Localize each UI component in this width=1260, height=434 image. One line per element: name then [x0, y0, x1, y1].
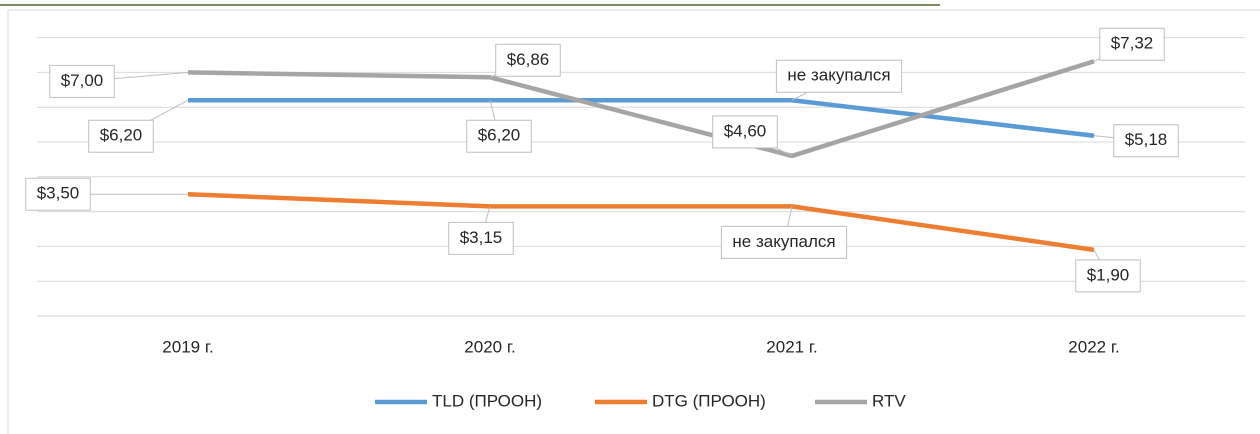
series-line [188, 97, 1095, 138]
data-label: $3,15 [448, 221, 514, 255]
data-label: $6,20 [466, 119, 532, 153]
data-label: $5,18 [1113, 124, 1179, 158]
label-box [495, 43, 561, 77]
data-label-text: $6,86 [507, 50, 550, 69]
data-label-text: $6,20 [100, 126, 143, 145]
data-label: $6,20 [88, 119, 154, 153]
data-label: $4,60 [712, 115, 778, 149]
legend-label: DTG (ПРООН) [652, 391, 766, 410]
data-label: $3,50 [25, 177, 91, 211]
data-label: $7,00 [49, 64, 115, 98]
data-label-text: не закупался [732, 232, 835, 251]
data-label-text: $3,15 [460, 228, 503, 247]
data-labels: $6,20 $6,20 не закупался $5,18 $3,50 $3,15 не … [25, 27, 1179, 293]
legend-label: RTV [872, 391, 906, 410]
x-tick-label: 2021 г. [766, 337, 817, 356]
data-label: не закупался [775, 59, 903, 93]
label-box [775, 59, 903, 93]
label-box [25, 177, 91, 211]
label-box [712, 115, 778, 149]
data-label-text: $1,90 [1087, 265, 1130, 284]
label-box [720, 225, 848, 259]
data-label-text: $5,18 [1125, 130, 1168, 149]
chart-frame [7, 9, 1260, 434]
label-box [1113, 124, 1179, 158]
x-tick-label: 2020 г. [464, 337, 515, 356]
x-tick-label: 2019 г. [162, 337, 213, 356]
data-label: не закупался [720, 225, 848, 259]
label-box [448, 221, 514, 255]
data-label-text: $6,20 [478, 126, 521, 145]
label-box [1099, 27, 1165, 61]
data-label-text: $7,00 [61, 71, 104, 90]
data-label: $7,32 [1099, 27, 1165, 61]
legend-label: TLD (ПРООН) [432, 391, 542, 410]
label-box [466, 119, 532, 153]
series-line [187, 191, 1095, 253]
label-box [88, 119, 154, 153]
data-label-text: $4,60 [724, 121, 767, 140]
data-label: $1,90 [1075, 259, 1141, 293]
series-line [187, 59, 1095, 159]
data-label-text: не закупался [787, 66, 890, 85]
data-label: $6,86 [495, 43, 561, 77]
x-tick-label: 2022 г. [1068, 337, 1119, 356]
label-box [1075, 259, 1141, 293]
data-label-text: $7,32 [1111, 34, 1154, 53]
label-box [49, 64, 115, 98]
data-label-text: $3,50 [37, 184, 80, 203]
